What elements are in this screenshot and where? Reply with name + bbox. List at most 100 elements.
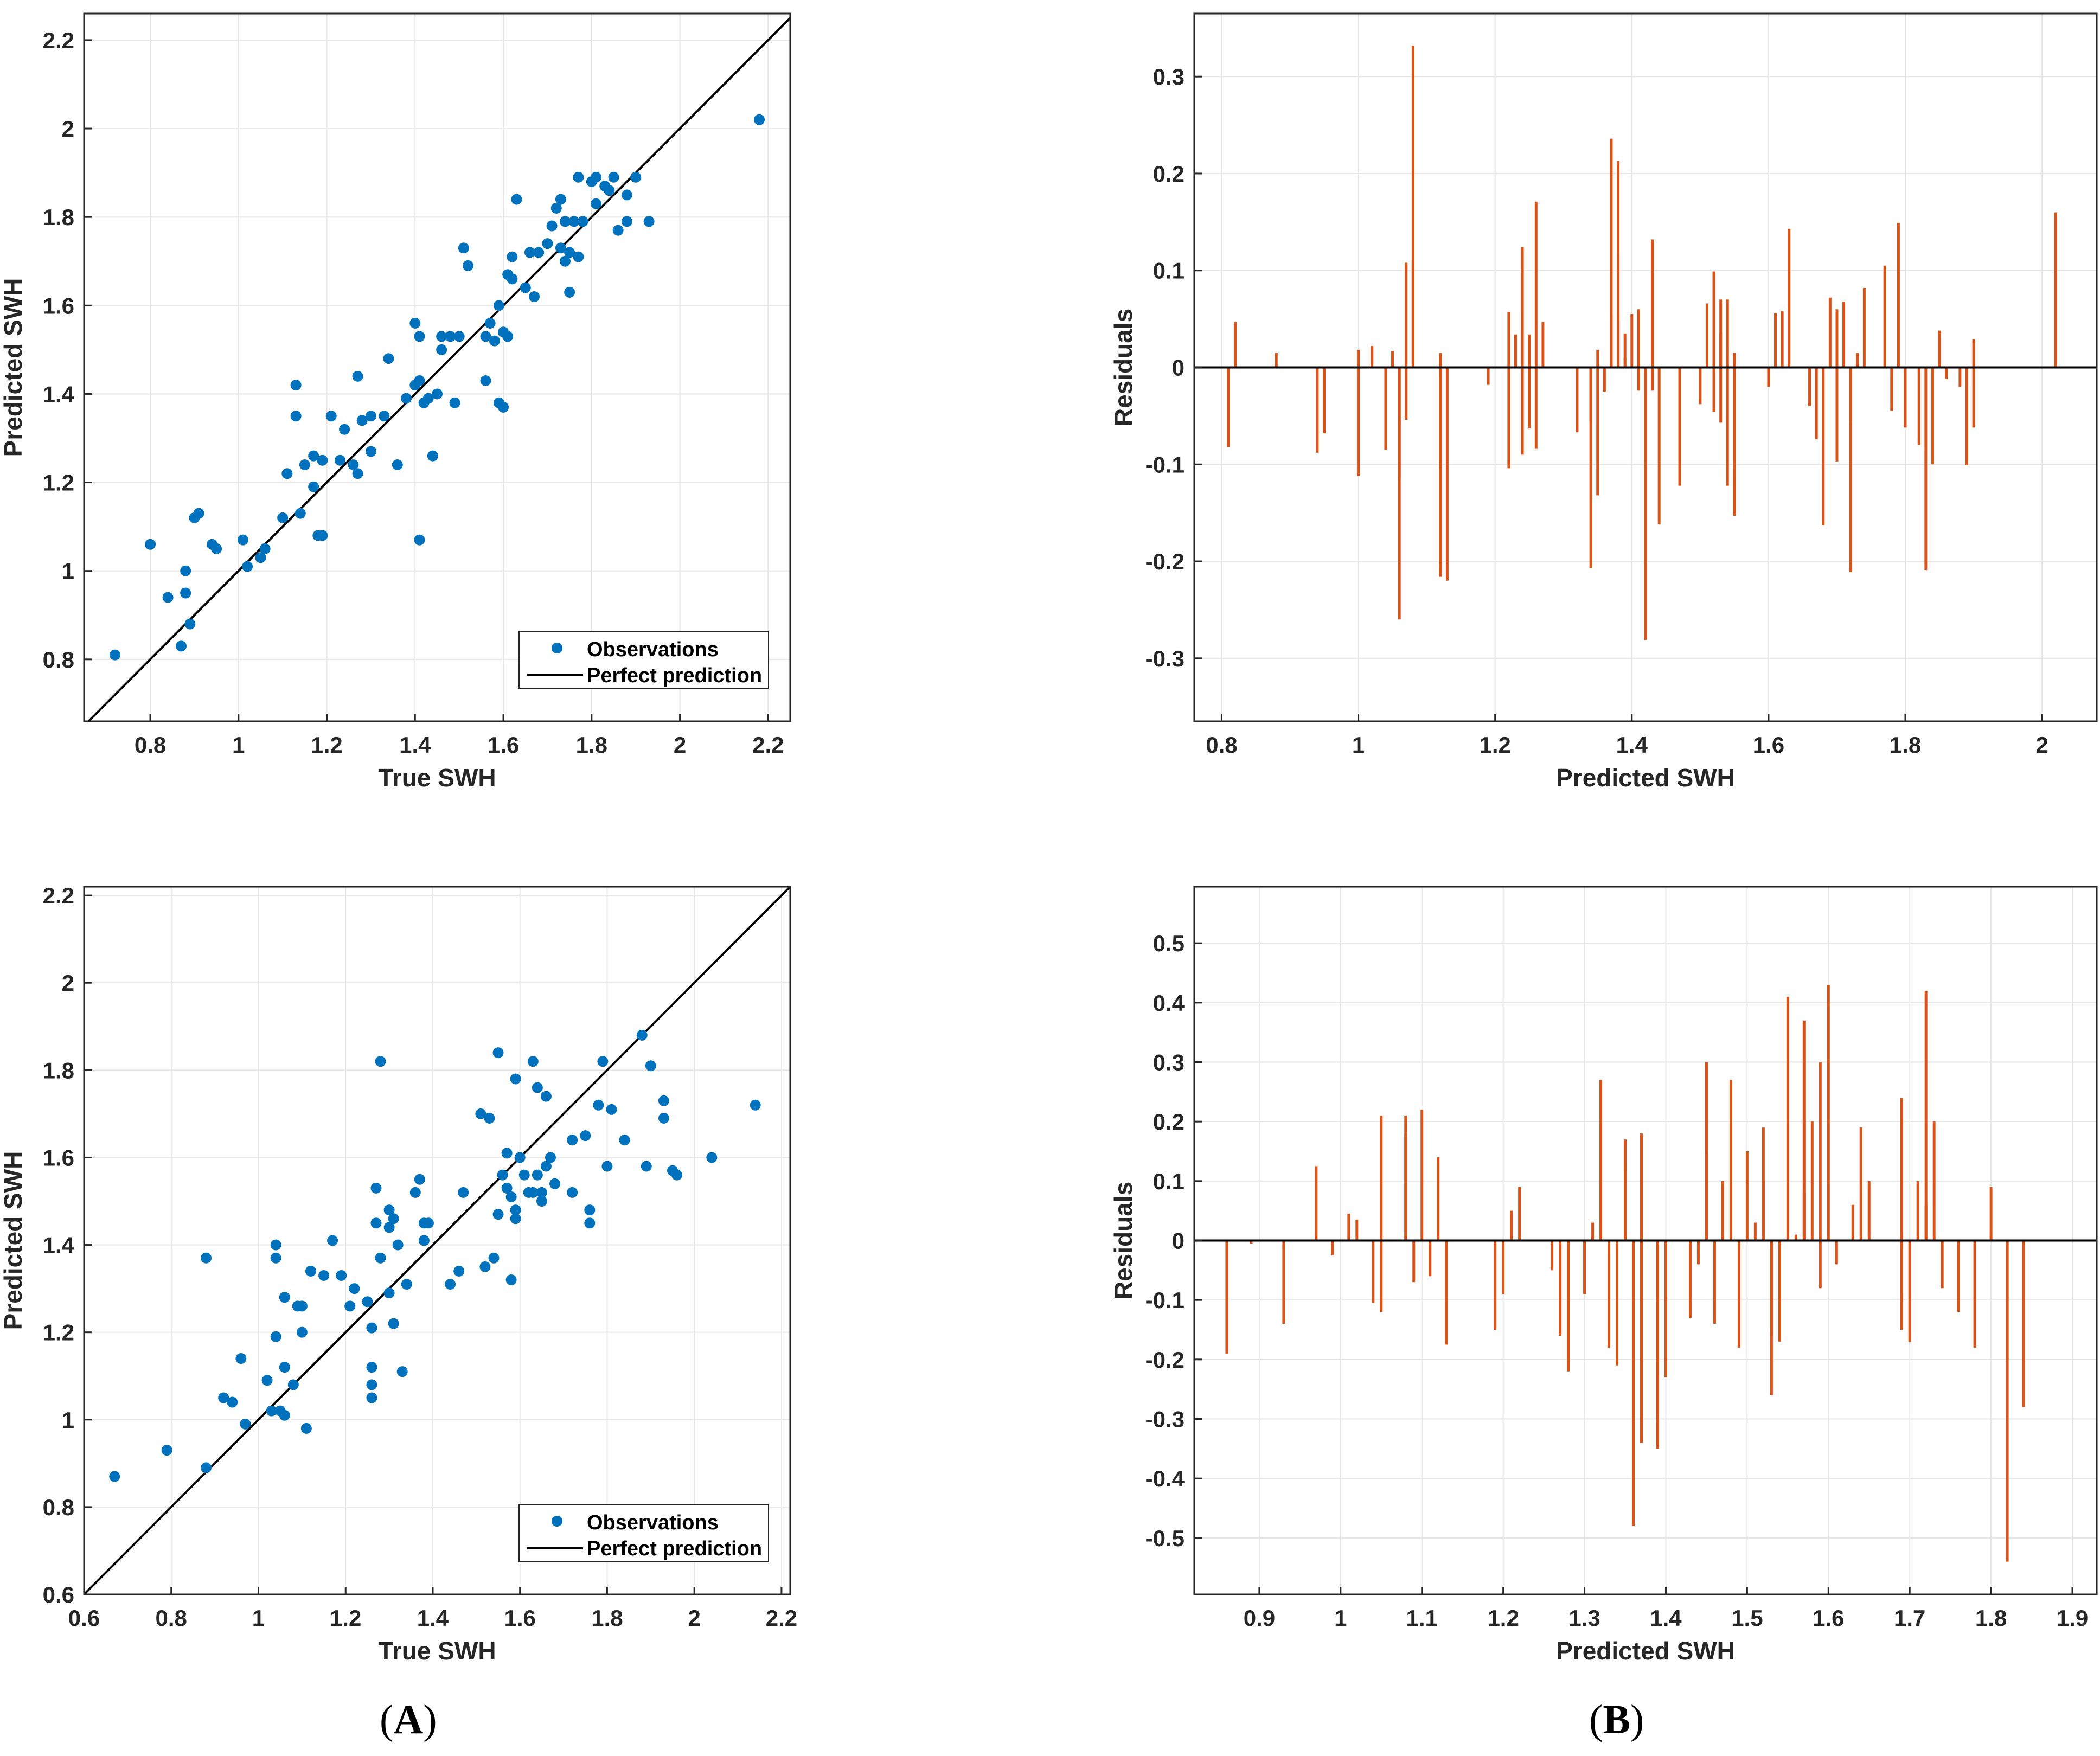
- observation-point: [365, 446, 376, 457]
- observation-point: [270, 1252, 281, 1264]
- axes-box: [83, 12, 791, 722]
- x-tick-label: 2: [674, 732, 686, 758]
- observation-point: [281, 468, 293, 479]
- y-tick-label: 0.2: [1153, 161, 1185, 187]
- y-tick-label: 0: [1172, 1228, 1185, 1254]
- y-tick-label: -0.5: [1145, 1526, 1185, 1551]
- observation-point: [540, 1161, 552, 1172]
- observation-point: [577, 216, 588, 227]
- x-tick-label: 2: [688, 1605, 701, 1631]
- legend-observations-label: Observations: [587, 638, 719, 661]
- observation-point: [706, 1152, 718, 1163]
- observation-point: [279, 1292, 290, 1303]
- observation-point: [501, 1148, 513, 1159]
- perfect-prediction-line: [84, 887, 790, 1594]
- y-tick-label: 0: [1172, 355, 1185, 381]
- observation-point: [645, 1060, 656, 1072]
- y-tick-label: 0.6: [43, 1582, 74, 1607]
- observation-point: [564, 247, 575, 258]
- y-axis-label: Residuals: [1109, 309, 1137, 426]
- observation-point: [201, 1252, 212, 1264]
- observation-point: [344, 1300, 356, 1312]
- observation-point: [375, 1056, 386, 1067]
- x-tick-label: 1.8: [576, 732, 607, 758]
- observation-point: [383, 1287, 395, 1299]
- observation-point: [427, 450, 438, 462]
- observation-point: [211, 543, 222, 554]
- observation-point: [422, 1217, 434, 1229]
- x-tick-label: 0.8: [135, 732, 166, 758]
- y-tick-label: 2.2: [43, 28, 74, 53]
- x-tick-label: 1.4: [1650, 1605, 1682, 1631]
- y-tick-label: 0.8: [43, 647, 74, 672]
- observation-point: [507, 273, 518, 285]
- observation-point: [658, 1112, 669, 1124]
- observation-point: [242, 561, 253, 572]
- observation-point: [300, 1422, 312, 1434]
- observation-point: [401, 393, 412, 404]
- observation-point: [365, 411, 376, 422]
- observation-point: [294, 508, 306, 519]
- observation-point: [145, 539, 156, 550]
- observation-point: [505, 1191, 517, 1202]
- y-tick-label: -0.2: [1145, 1347, 1185, 1373]
- observation-point: [375, 1252, 386, 1264]
- observation-point: [180, 565, 191, 576]
- observation-point: [643, 216, 655, 227]
- legend-box: [518, 631, 769, 689]
- y-tick-label: 0.5: [1153, 931, 1185, 956]
- x-tick-label: 1: [252, 1605, 265, 1631]
- observation-point: [619, 1135, 630, 1146]
- y-tick-label: 1: [62, 559, 74, 584]
- observation-point: [370, 1182, 382, 1194]
- x-tick-label: 1.4: [417, 1605, 449, 1631]
- observation-point: [658, 1095, 669, 1106]
- panel-label-a: (A): [380, 1697, 437, 1742]
- legend-perfect-prediction-label: Perfect prediction: [587, 664, 762, 687]
- observation-point: [641, 1161, 652, 1172]
- observation-point: [436, 331, 447, 342]
- observation-point: [567, 1135, 578, 1146]
- observation-point: [109, 1471, 120, 1482]
- observation-point: [414, 331, 425, 342]
- y-tick-label: -0.4: [1145, 1466, 1185, 1491]
- data-layer: [84, 887, 790, 1594]
- observation-point: [453, 1265, 465, 1277]
- observation-point: [475, 1108, 486, 1119]
- observation-point: [401, 1279, 412, 1290]
- observation-point: [546, 220, 558, 232]
- x-tick-label: 1.6: [488, 732, 519, 758]
- observation-point: [432, 388, 443, 400]
- observation-point: [621, 189, 632, 201]
- observation-point: [533, 247, 545, 258]
- x-tick-label: 1.1: [1406, 1605, 1438, 1631]
- observation-point: [318, 1270, 330, 1281]
- y-axis-label: Residuals: [1109, 1182, 1137, 1299]
- observation-point: [584, 1204, 596, 1216]
- observation-point: [366, 1322, 377, 1334]
- observation-point: [606, 1104, 617, 1115]
- observation-point: [484, 317, 496, 329]
- observation-point: [227, 1396, 238, 1408]
- observation-point: [573, 171, 584, 183]
- observation-point: [510, 1204, 521, 1216]
- axes-box: [83, 886, 791, 1595]
- y-tick-label: -0.3: [1145, 646, 1185, 671]
- observation-point: [536, 1196, 547, 1207]
- chart-scatter-top: 0.8 1 1.2 1.4 1.6 1.8 2 2.2 0.8 1 1.2 1.4 1.6 1.8 2 2.2…: [0, 12, 791, 792]
- observation-point: [388, 1318, 399, 1329]
- observation-point: [445, 1279, 456, 1290]
- observation-point: [510, 1073, 521, 1085]
- observation-point: [270, 1331, 281, 1342]
- grid: [84, 14, 790, 721]
- x-tick-label: 2.2: [752, 732, 784, 758]
- observation-point: [279, 1362, 290, 1373]
- observation-point: [349, 1283, 360, 1294]
- observation-point: [492, 1047, 504, 1059]
- observation-point: [507, 251, 518, 262]
- y-tick-label: 2: [62, 116, 74, 142]
- observation-point: [608, 171, 619, 183]
- observation-point: [308, 450, 319, 462]
- data-layer: [1194, 45, 2097, 640]
- observation-point: [279, 1409, 290, 1421]
